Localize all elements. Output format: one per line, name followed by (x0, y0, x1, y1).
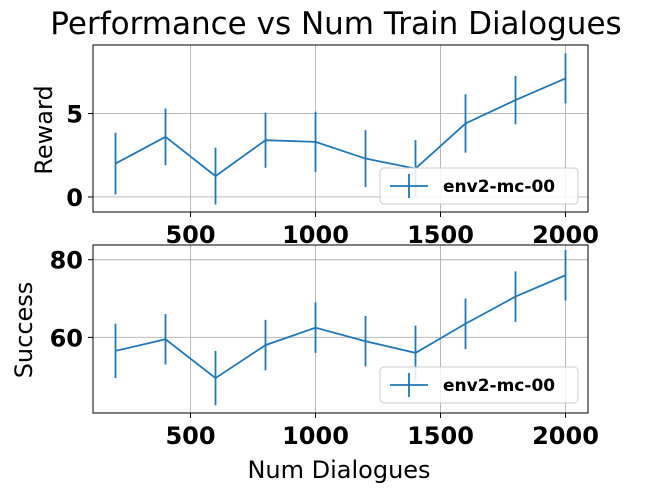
x-tick-label-2: 1500 (407, 221, 474, 249)
y-tick-label-1: 5 (66, 100, 83, 128)
reward-y-axis-label: Reward (30, 85, 58, 174)
x-tick-label-0: 500 (165, 422, 215, 450)
success-plot: 500 1000 1500 2000 60 80 env2-mc-00 (50, 244, 599, 450)
success-y-axis-label: Success (10, 282, 38, 379)
legend-frame (379, 366, 579, 404)
y-tick-label-0: 0 (66, 184, 83, 212)
x-tick-label-3: 2000 (532, 221, 599, 249)
series-line-0 (115, 77, 566, 178)
axes-frame (92, 44, 589, 213)
legend: env2-mc-00 (379, 366, 579, 404)
reward-plot: 500 1000 1500 2000 0 5 env2-mc-00 (66, 44, 599, 249)
x-axis-label: Num Dialogues (247, 456, 430, 484)
x-tick-label-2: 1500 (407, 422, 474, 450)
y-tick-label-1: 80 (50, 247, 83, 275)
x-tick-label-0: 500 (165, 221, 215, 249)
y-tick-label-0: 60 (50, 324, 83, 352)
chart-title: Performance vs Num Train Dialogues (50, 6, 621, 42)
x-tick-label-1: 1000 (282, 221, 349, 249)
axes-frame (92, 244, 589, 414)
legend: env2-mc-00 (379, 167, 579, 205)
legend-frame (379, 167, 579, 205)
x-tick-label-3: 2000 (532, 422, 599, 450)
legend-label: env2-mc-00 (443, 376, 555, 396)
x-tick-label-1: 1000 (282, 422, 349, 450)
legend-label: env2-mc-00 (443, 177, 555, 197)
series-line-0 (115, 274, 566, 380)
